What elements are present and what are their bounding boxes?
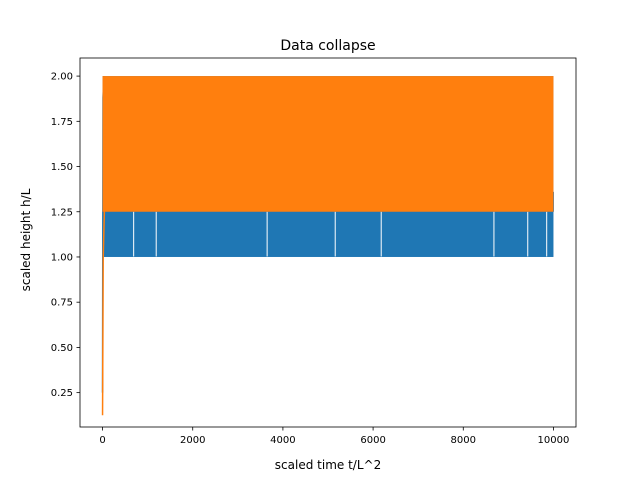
x-axis-label: scaled time t/L^2: [275, 458, 381, 472]
x-tick-label-1: 2000: [180, 435, 205, 446]
y-tick-label-3: 1.00: [51, 252, 73, 263]
x-tick-label-0: 0: [99, 435, 105, 446]
chart-title: Data collapse: [280, 38, 375, 54]
x-tick-label-5: 10000: [538, 435, 570, 446]
x-tick-label-2: 4000: [270, 435, 295, 446]
x-tick-label-3: 6000: [360, 435, 385, 446]
y-tick-label-5: 1.50: [51, 162, 73, 173]
y-axis-label: scaled height h/L: [19, 188, 33, 291]
y-tick-label-4: 1.25: [51, 207, 73, 218]
y-tick-label-1: 0.50: [51, 343, 73, 354]
y-tick-label-2: 0.75: [51, 298, 73, 309]
y-tick-label-6: 1.75: [51, 117, 73, 128]
series-2-band: [103, 76, 554, 212]
y-tick-label-7: 2.00: [51, 72, 73, 83]
y-tick-label-0: 0.25: [51, 388, 73, 399]
x-tick-label-4: 8000: [451, 435, 476, 446]
